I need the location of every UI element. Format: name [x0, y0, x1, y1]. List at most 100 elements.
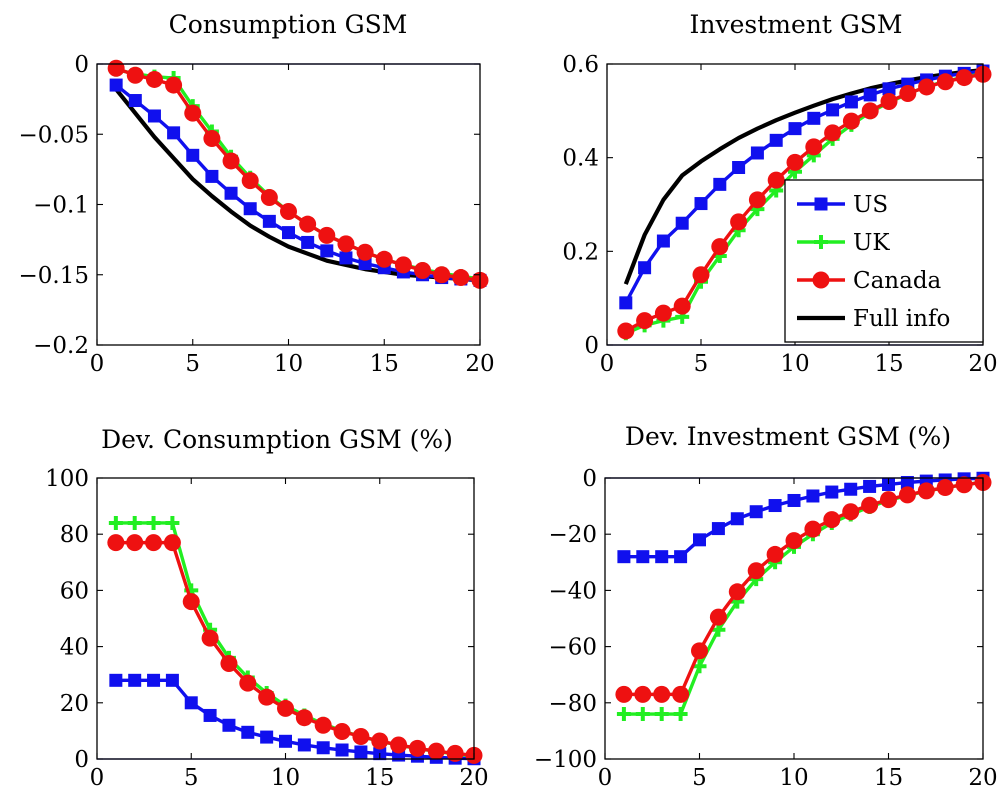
legend: US UK Canada Full info [784, 179, 984, 343]
panel-3-point-us-1 [109, 673, 123, 687]
panel-2-point-us-3 [656, 234, 670, 248]
panel-2-point-canada-15 [880, 92, 898, 110]
panel-3-xtick-label-20: 20 [459, 765, 488, 791]
panel-4-point-canada-13 [842, 503, 860, 521]
panel-3-point-us-8 [241, 725, 255, 739]
panel-3-series-canada [107, 534, 483, 764]
panel-1-series-full [114, 87, 481, 283]
dev-consumption-gsm-title: Dev. Consumption GSM (%) [101, 425, 453, 454]
dev-investment-gsm-plot: 0 5 10 15 20 0 −20 −40 −60 −80 −100 [534, 466, 998, 791]
panel-1-point-canada-6 [203, 129, 221, 147]
panel-3-ytick-label-4: 80 [60, 522, 89, 548]
panel-3-point-us-2 [128, 673, 142, 687]
panel-3-xtick-label-15: 15 [365, 765, 394, 791]
panel-4-point-canada-17 [917, 482, 935, 500]
panel-4-ytick-label-5: −100 [534, 747, 597, 773]
panel-4-xtick-label-5: 5 [692, 765, 707, 791]
panel-1-point-canada-11 [299, 215, 317, 233]
panel-4-ytick-label-1: −20 [548, 522, 597, 548]
panel-2-xtick-label-0: 0 [600, 351, 615, 377]
panel-2-point-canada-14 [861, 102, 879, 120]
panel-4-series-us [617, 471, 990, 564]
panel-4-point-canada-5 [691, 642, 708, 660]
panel-2-point-canada-8 [748, 191, 766, 209]
panel-1-ytick-label-3: −0.15 [19, 263, 89, 289]
panel-4-point-us-11 [806, 489, 820, 503]
panel-1-point-us-11 [301, 235, 315, 249]
panel-1-point-us-7 [224, 186, 238, 200]
panel-3-series-uk [108, 515, 481, 764]
panel-3-point-canada-5 [182, 593, 200, 611]
panel-1-point-us-9 [262, 214, 276, 228]
panel-2-point-canada-7 [730, 213, 748, 231]
panel-2-point-us-2 [638, 261, 652, 275]
investment-gsm-plot: 0 5 10 15 20 0 0.2 0.4 0.6 [562, 52, 997, 377]
panel-1-point-us-3 [147, 109, 161, 123]
panel-2-point-canada-10 [786, 153, 804, 171]
panel-1-point-us-12 [320, 244, 334, 258]
panel-3-point-canada-4 [163, 534, 181, 552]
panel-1-xtick-label-15: 15 [370, 351, 399, 377]
panel-2-point-canada-5 [692, 266, 710, 284]
panel-1-point-canada-9 [260, 188, 278, 206]
panel-4-point-us-1 [617, 550, 631, 564]
panel-4-point-uk-5 [692, 659, 707, 674]
legend-marker-us [814, 197, 828, 211]
panel-2-point-canada-2 [636, 312, 654, 330]
legend-label-uk: UK [853, 230, 890, 256]
panel-3-point-canada-17 [408, 739, 426, 757]
panel-4-point-us-3 [655, 550, 669, 564]
panel-1-point-us-5 [186, 148, 200, 162]
panel-2-point-canada-16 [899, 85, 917, 103]
panel-3-point-us-12 [316, 741, 330, 755]
panel-1-point-canada-13 [337, 235, 355, 253]
investment-gsm-title: Investment GSM [689, 10, 902, 39]
panel-4-series-uk [616, 475, 990, 722]
panel-2-point-canada-6 [711, 238, 729, 256]
panel-4-ytick-label-4: −80 [548, 691, 597, 717]
panel-2-point-canada-13 [842, 112, 860, 130]
panel-4-series-canada [615, 473, 992, 703]
panel-3-point-canada-15 [371, 732, 389, 750]
panel-3-xtick-label-5: 5 [184, 765, 199, 791]
panel-3-point-canada-11 [295, 709, 313, 727]
panel-2-xtick-label-10: 10 [780, 351, 809, 377]
panel-1-point-canada-10 [280, 203, 297, 221]
panel-3-point-us-11 [297, 738, 311, 752]
legend-marker-canada [812, 271, 830, 289]
panel-3-point-canada-10 [277, 699, 294, 717]
panel-1-line-uk [115, 67, 481, 281]
panel-3-ytick-label-5: 100 [45, 466, 89, 492]
panel-3-point-canada-14 [352, 728, 370, 746]
panel-2-point-us-6 [713, 177, 727, 191]
panel-1-point-canada-3 [145, 70, 163, 88]
panel-3-point-canada-7 [220, 654, 238, 672]
legend-label-us: US [853, 192, 888, 218]
panel-2-point-canada-19 [955, 69, 973, 87]
panel-1-point-us-2 [128, 94, 142, 108]
panel-1-point-canada-19 [452, 269, 470, 287]
panel-3-point-uk-4 [165, 515, 180, 530]
panel-2-point-canada-4 [673, 297, 691, 315]
panel-2-point-canada-17 [918, 78, 936, 96]
panel-1-point-canada-1 [107, 59, 125, 77]
panel-4-point-canada-1 [615, 685, 633, 703]
panel-4-xtick-label-20: 20 [968, 765, 997, 791]
panel-4-point-us-8 [749, 505, 763, 519]
panel-4-xtick-label-0: 0 [598, 765, 613, 791]
panel-2-point-canada-18 [936, 73, 954, 91]
panel-4-line-uk [623, 480, 984, 716]
legend-marker-uk [814, 235, 828, 249]
panel-4-point-canada-12 [823, 511, 841, 529]
panel-1-ytick-label-2: −0.1 [33, 193, 89, 219]
panel-3-point-canada-6 [201, 629, 219, 647]
panel-3-point-uk-1 [108, 515, 123, 530]
panel-1-point-canada-5 [184, 104, 202, 122]
panel-2-ytick-label-3: 0.6 [562, 52, 599, 78]
panel-4-xtick-label-10: 10 [779, 765, 808, 791]
panel-2-point-us-9 [769, 133, 783, 147]
panel-3-point-us-10 [279, 734, 292, 748]
panel-4-point-us-10 [787, 493, 801, 507]
panel-2-series-canada [617, 65, 992, 340]
